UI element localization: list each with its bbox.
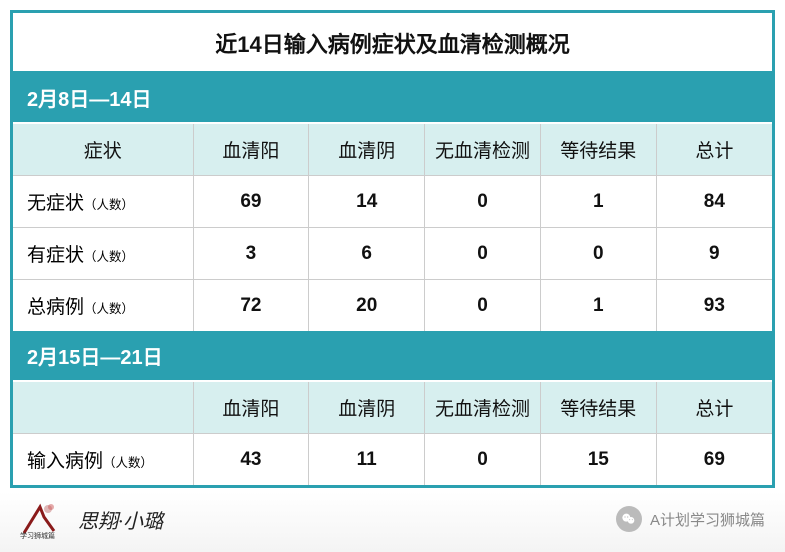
- row-label: 输入病例（人数）: [13, 434, 193, 486]
- section2-date-range: 2月15日—21日: [13, 331, 772, 382]
- section2-table: 血清阳 血清阴 无血清检测 等待结果 总计 输入病例（人数）431101569: [13, 382, 772, 485]
- table-cell: 14: [309, 176, 425, 228]
- table-cell: 1: [540, 176, 656, 228]
- logo-icon: 学习狮城篇: [20, 499, 60, 539]
- table-cell: 0: [540, 228, 656, 280]
- footer-right-text: A计划学习狮城篇: [650, 509, 765, 530]
- table-cell: 0: [425, 280, 541, 332]
- section1-body: 无症状（人数）69140184有症状（人数）36009总病例（人数）722001…: [13, 176, 772, 332]
- table-cell: 11: [309, 434, 425, 486]
- footer-signature: 思翔·小璐: [78, 505, 163, 534]
- report-title: 近14日输入病例症状及血清检测概况: [13, 13, 772, 73]
- table-cell: 0: [425, 176, 541, 228]
- footer-left: 学习狮城篇 思翔·小璐: [20, 499, 163, 539]
- section1-header-row: 症状 血清阳 血清阴 无血清检测 等待结果 总计: [13, 124, 772, 176]
- table-cell: 84: [656, 176, 772, 228]
- table-cell: 43: [193, 434, 309, 486]
- table-cell: 0: [425, 228, 541, 280]
- table-row: 输入病例（人数）431101569: [13, 434, 772, 486]
- col2-header-none: 无血清检测: [425, 382, 541, 434]
- col2-header-total: 总计: [656, 382, 772, 434]
- table-row: 有症状（人数）36009: [13, 228, 772, 280]
- table-cell: 93: [656, 280, 772, 332]
- report-card: 近14日输入病例症状及血清检测概况 2月8日—14日 症状 血清阳 血清阴 无血…: [10, 10, 775, 488]
- col-header-pos: 血清阳: [193, 124, 309, 176]
- logo-tag: 学习狮城篇: [20, 531, 55, 541]
- section2-header-row: 血清阳 血清阴 无血清检测 等待结果 总计: [13, 382, 772, 434]
- col-header-none: 无血清检测: [425, 124, 541, 176]
- row-label: 无症状（人数）: [13, 176, 193, 228]
- col-header-wait: 等待结果: [540, 124, 656, 176]
- col2-header-neg: 血清阴: [309, 382, 425, 434]
- footer-right: A计划学习狮城篇: [616, 506, 765, 532]
- col-header-total: 总计: [656, 124, 772, 176]
- table-cell: 15: [540, 434, 656, 486]
- table-cell: 72: [193, 280, 309, 332]
- col-header-symptom: 症状: [13, 124, 193, 176]
- row-label: 总病例（人数）: [13, 280, 193, 332]
- section1-table: 症状 血清阳 血清阴 无血清检测 等待结果 总计 无症状（人数）69140184…: [13, 124, 772, 331]
- col-header-neg: 血清阴: [309, 124, 425, 176]
- section1-date-range: 2月8日—14日: [13, 73, 772, 124]
- table-cell: 20: [309, 280, 425, 332]
- table-cell: 69: [193, 176, 309, 228]
- table-row: 无症状（人数）69140184: [13, 176, 772, 228]
- table-cell: 3: [193, 228, 309, 280]
- footer: 学习狮城篇 思翔·小璐 A计划学习狮城篇: [0, 492, 785, 552]
- table-cell: 69: [656, 434, 772, 486]
- col2-header-pos: 血清阳: [193, 382, 309, 434]
- wechat-icon: [616, 506, 642, 532]
- table-cell: 9: [656, 228, 772, 280]
- table-cell: 1: [540, 280, 656, 332]
- table-cell: 6: [309, 228, 425, 280]
- col2-header-wait: 等待结果: [540, 382, 656, 434]
- section2-body: 输入病例（人数）431101569: [13, 434, 772, 486]
- table-row: 总病例（人数）72200193: [13, 280, 772, 332]
- table-cell: 0: [425, 434, 541, 486]
- col2-header-blank: [13, 382, 193, 434]
- row-label: 有症状（人数）: [13, 228, 193, 280]
